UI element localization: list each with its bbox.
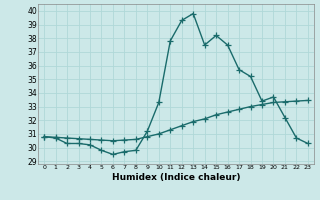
X-axis label: Humidex (Indice chaleur): Humidex (Indice chaleur) bbox=[112, 173, 240, 182]
